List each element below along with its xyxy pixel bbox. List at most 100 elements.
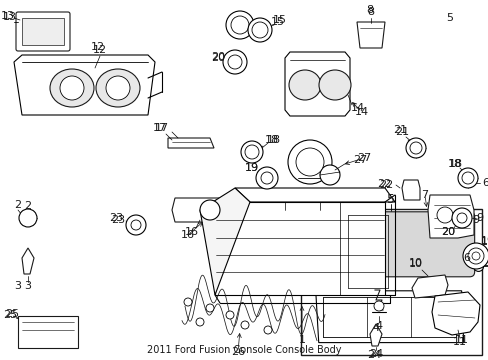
Circle shape — [264, 326, 271, 334]
Text: 9: 9 — [471, 215, 479, 225]
Text: 22: 22 — [378, 180, 392, 190]
Polygon shape — [401, 180, 419, 200]
Circle shape — [436, 207, 452, 223]
Text: 19: 19 — [480, 237, 488, 247]
Text: 8: 8 — [366, 7, 374, 17]
Circle shape — [251, 22, 267, 38]
Text: 17: 17 — [155, 123, 169, 133]
Text: 16: 16 — [181, 230, 195, 240]
Circle shape — [230, 16, 248, 34]
Text: 12: 12 — [91, 42, 105, 52]
Bar — [300, 209, 481, 355]
Circle shape — [244, 145, 259, 159]
Text: 19: 19 — [244, 163, 259, 173]
Text: 10: 10 — [408, 258, 422, 268]
Text: 18: 18 — [448, 159, 462, 169]
Circle shape — [261, 172, 272, 184]
Text: 14: 14 — [350, 103, 365, 113]
Text: 19: 19 — [480, 236, 488, 246]
Text: 2: 2 — [15, 200, 21, 210]
FancyBboxPatch shape — [16, 12, 70, 51]
Polygon shape — [200, 188, 249, 295]
Polygon shape — [285, 52, 349, 116]
Circle shape — [405, 138, 425, 158]
Text: 3: 3 — [24, 281, 31, 291]
Text: 23: 23 — [111, 215, 125, 225]
Text: 20: 20 — [440, 227, 454, 237]
Bar — [22, 18, 64, 45]
Ellipse shape — [96, 69, 140, 107]
Text: 11: 11 — [454, 335, 468, 345]
Text: 15: 15 — [270, 17, 285, 27]
Polygon shape — [369, 324, 381, 346]
Text: 2011 Ford Fusion Console Console Body: 2011 Ford Fusion Console Console Body — [147, 345, 341, 355]
Text: 24: 24 — [368, 349, 382, 359]
Circle shape — [241, 141, 263, 163]
Text: 8: 8 — [366, 5, 373, 15]
FancyBboxPatch shape — [307, 212, 474, 277]
Bar — [18, 316, 78, 348]
Text: 11: 11 — [452, 337, 466, 347]
Circle shape — [227, 55, 242, 69]
Circle shape — [451, 208, 471, 228]
Polygon shape — [356, 22, 384, 48]
Text: 7: 7 — [421, 190, 427, 200]
Text: 13: 13 — [1, 11, 15, 21]
Text: 21: 21 — [394, 127, 408, 137]
Text: 4: 4 — [372, 323, 379, 333]
Circle shape — [225, 311, 234, 319]
Circle shape — [467, 248, 483, 264]
Circle shape — [287, 140, 331, 184]
Text: 6: 6 — [482, 178, 488, 188]
Ellipse shape — [50, 69, 94, 107]
Polygon shape — [235, 188, 394, 202]
Circle shape — [472, 261, 483, 271]
Circle shape — [457, 168, 477, 188]
Circle shape — [471, 252, 479, 260]
Text: 21: 21 — [392, 125, 406, 135]
Polygon shape — [411, 275, 447, 298]
Circle shape — [295, 148, 324, 176]
Text: 27: 27 — [352, 155, 366, 165]
Circle shape — [183, 298, 192, 306]
Polygon shape — [14, 55, 155, 115]
Text: 18: 18 — [264, 135, 279, 145]
Circle shape — [462, 243, 488, 269]
Text: 12: 12 — [93, 45, 107, 55]
Text: 5: 5 — [446, 13, 452, 23]
Circle shape — [241, 321, 248, 329]
Circle shape — [200, 200, 220, 220]
Polygon shape — [431, 292, 479, 335]
Circle shape — [225, 11, 253, 39]
Text: 14: 14 — [354, 107, 368, 117]
Text: 18: 18 — [447, 159, 461, 169]
Circle shape — [373, 301, 383, 311]
Circle shape — [106, 76, 130, 100]
Text: 27: 27 — [356, 153, 370, 163]
Text: 18: 18 — [266, 135, 281, 145]
Text: 25: 25 — [3, 310, 17, 320]
Circle shape — [223, 50, 246, 74]
Text: 13: 13 — [3, 12, 17, 22]
Circle shape — [126, 215, 146, 235]
Text: 20: 20 — [210, 52, 224, 62]
Text: 2: 2 — [24, 201, 32, 211]
Polygon shape — [22, 248, 34, 274]
Circle shape — [196, 318, 203, 326]
Text: 5: 5 — [386, 193, 394, 206]
Ellipse shape — [288, 70, 320, 100]
Circle shape — [60, 76, 84, 100]
Text: 26: 26 — [230, 347, 244, 357]
Text: 16: 16 — [184, 227, 199, 237]
Circle shape — [256, 167, 278, 189]
Circle shape — [131, 220, 141, 230]
Text: 17: 17 — [153, 123, 167, 133]
Circle shape — [319, 165, 339, 185]
Polygon shape — [172, 198, 244, 222]
Ellipse shape — [318, 70, 350, 100]
Text: 20: 20 — [440, 227, 454, 237]
Text: 22: 22 — [376, 179, 390, 189]
Circle shape — [205, 304, 214, 312]
Text: 23: 23 — [109, 213, 123, 223]
Text: 19: 19 — [244, 163, 259, 173]
